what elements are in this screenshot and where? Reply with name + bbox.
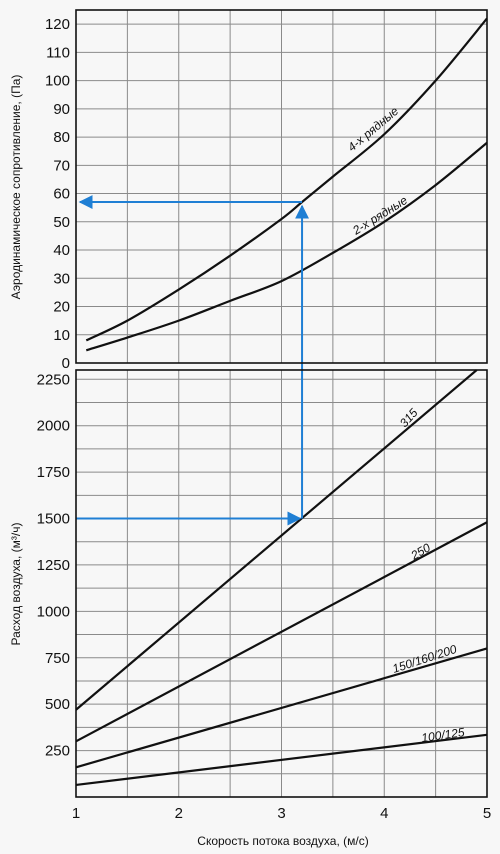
y-tick-label-top: 0 — [62, 355, 70, 372]
curve-label-315: 315 — [397, 406, 421, 430]
y-tick-label-top: 110 — [46, 44, 70, 61]
curve-label-4-row: 4-х рядные — [345, 104, 402, 155]
y-tick-label-bottom: 500 — [45, 696, 70, 713]
y-axis-title-flow: Расход воздуха, (м³/ч) — [9, 523, 23, 646]
x-tick-label: 2 — [175, 805, 183, 822]
x-tick-label: 4 — [380, 805, 388, 822]
y-tick-label-top: 50 — [53, 214, 70, 231]
line-150-160-200 — [75, 647, 488, 769]
y-tick-label-top: 20 — [53, 299, 70, 316]
y-tick-label-bottom: 2250 — [37, 371, 70, 388]
y-tick-label-top: 40 — [53, 242, 70, 259]
y-tick-label-top: 10 — [53, 327, 70, 344]
y-tick-label-bottom: 1000 — [37, 603, 70, 620]
curve-2-row — [85, 141, 488, 352]
y-tick-label-top: 70 — [53, 157, 70, 174]
bottom-panel-frame — [75, 369, 488, 798]
line-100-125 — [75, 733, 488, 787]
curve-label-250: 250 — [408, 540, 433, 563]
y-tick-label-top: 120 — [45, 16, 70, 33]
y-tick-label-top: 30 — [53, 270, 70, 287]
line-250 — [75, 521, 488, 743]
y-tick-label-top: 60 — [53, 186, 70, 203]
y-tick-label-bottom: 1500 — [37, 511, 70, 528]
x-tick-label: 5 — [483, 805, 491, 822]
y-tick-label-bottom: 1750 — [37, 464, 70, 481]
y-tick-label-bottom: 250 — [45, 743, 70, 760]
curve-4-row — [85, 17, 488, 342]
arrow-layer — [76, 195, 310, 526]
y-tick-label-top: 90 — [53, 101, 70, 118]
y-tick-label-bottom: 750 — [45, 650, 70, 667]
top-panel-frame — [75, 9, 488, 364]
frame-layer — [75, 9, 488, 798]
x-tick-label: 3 — [277, 805, 285, 822]
x-tick-label: 1 — [72, 805, 80, 822]
curve-label-2-row: 2-х рядные — [349, 193, 410, 238]
y-tick-label-top: 100 — [45, 73, 70, 90]
x-axis-title: Скорость потока воздуха, (м/с) — [197, 834, 368, 848]
y-tick-label-bottom: 2000 — [37, 418, 70, 435]
line-315 — [75, 369, 478, 711]
curve-label-100-125: 100/125 — [420, 725, 465, 745]
y-axis-title-pressure: Аэродинамическое сопротивление, (Па) — [9, 75, 23, 300]
y-tick-label-bottom: 1250 — [37, 557, 70, 574]
y-tick-label-top: 80 — [53, 129, 70, 146]
grid-layer — [76, 10, 487, 797]
text-layer: 0 10 20 30 40 50 60 70 80 90 100 110 120 250 500 750 100… — [9, 16, 491, 848]
